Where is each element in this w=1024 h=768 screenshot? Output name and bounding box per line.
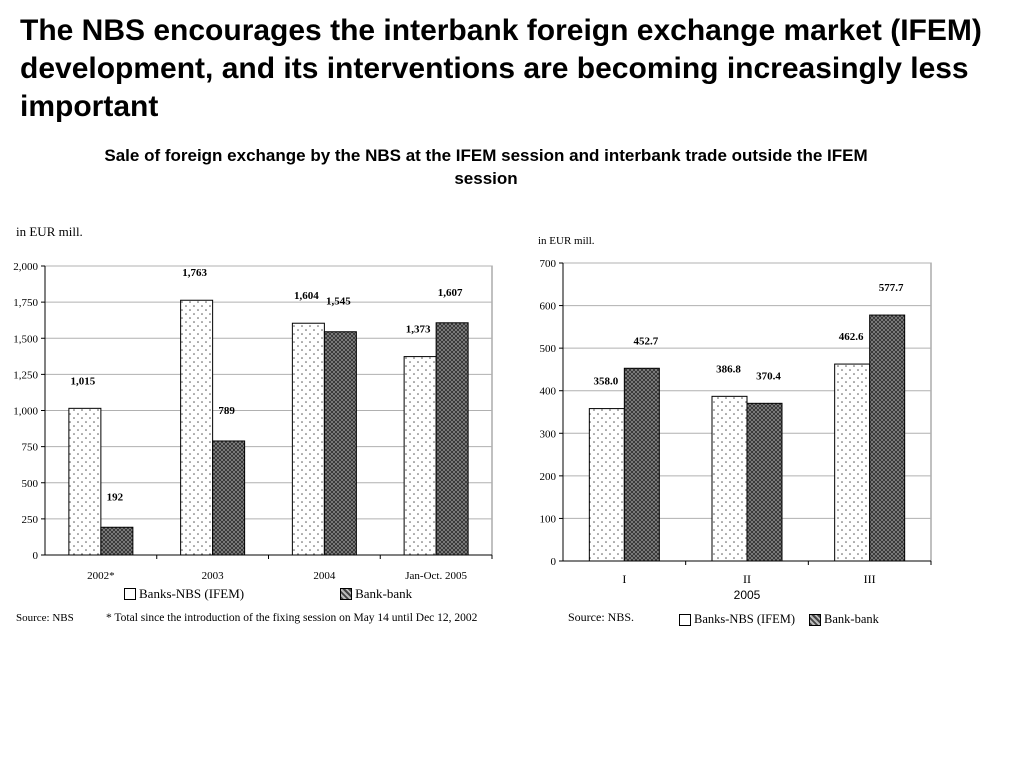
x-tick-label: Jan-Oct. 2005 xyxy=(405,570,467,582)
legend-item-bank-bank: Bank-bank xyxy=(809,612,879,627)
data-label: 1,015 xyxy=(71,375,96,387)
y-tick-label: 500 xyxy=(22,478,39,490)
data-label: 386.8 xyxy=(716,363,741,375)
legend-item-banks-nbs: Banks-NBS (IFEM) xyxy=(124,586,244,602)
bar-banks-nbs xyxy=(180,299,214,556)
bar-banks-nbs xyxy=(403,356,437,556)
data-label: 1,607 xyxy=(438,287,463,299)
y-tick-label: 750 xyxy=(22,442,39,454)
legend-label: Banks-NBS (IFEM) xyxy=(694,612,796,626)
left-chart-unit: in EUR mill. xyxy=(16,224,83,239)
y-tick-label: 2,000 xyxy=(13,261,38,273)
legend-item-banks-nbs: Banks-NBS (IFEM) xyxy=(679,612,795,627)
right-chart-legend: Banks-NBS (IFEM) Bank-bank xyxy=(679,612,879,627)
y-tick-label: 300 xyxy=(540,428,557,440)
legend-label: Bank-bank xyxy=(824,612,879,626)
y-tick-label: 600 xyxy=(540,301,557,313)
bar-bank-bank xyxy=(323,331,357,556)
slide-subtitle: Sale of foreign exchange by the NBS at t… xyxy=(104,146,868,188)
legend-swatch-dark xyxy=(809,613,822,626)
data-label: 462.6 xyxy=(839,331,864,343)
bar-banks-nbs xyxy=(711,395,748,562)
y-tick-label: 200 xyxy=(540,471,557,483)
y-tick-label: 0 xyxy=(33,550,39,562)
x-tick-label: II xyxy=(743,572,751,586)
bar-bank-bank xyxy=(623,367,660,562)
slide-title: The NBS encourages the interbank foreign… xyxy=(20,14,982,123)
right-source: Source: NBS. xyxy=(568,610,634,624)
legend-swatch-dotted xyxy=(124,588,136,600)
legend-item-bank-bank: Bank-bank xyxy=(340,586,412,602)
bar-banks-nbs xyxy=(588,408,625,562)
x-tick-label: III xyxy=(864,572,876,586)
y-tick-label: 250 xyxy=(22,514,39,526)
bar-banks-nbs xyxy=(834,363,871,562)
y-tick-label: 1,250 xyxy=(13,369,38,381)
left-chart: 0 250 500 750 1,000 1,250 1,500 1,750 2,000 2002*… xyxy=(13,261,493,582)
legend-label: Bank-bank xyxy=(355,586,413,601)
data-label: 192 xyxy=(107,491,124,503)
y-tick-label: 1,000 xyxy=(13,406,38,418)
x-tick-label: 2004 xyxy=(313,570,336,582)
data-label: 1,604 xyxy=(294,290,319,302)
data-label: 789 xyxy=(218,405,235,417)
y-tick-label: 700 xyxy=(540,258,557,270)
legend-label: Banks-NBS (IFEM) xyxy=(139,586,245,601)
right-chart: 0 100 200 300 400 500 600 700 I 358.0 452.7 II 386.8… xyxy=(540,258,932,602)
x-tick-label: 2002* xyxy=(87,570,115,582)
y-tick-label: 0 xyxy=(551,556,557,568)
x-tick-label: 2003 xyxy=(202,570,225,582)
left-footnote: * Total since the introduction of the fi… xyxy=(106,612,478,624)
x-axis-title: 2005 xyxy=(734,588,761,602)
y-tick-label: 500 xyxy=(540,343,557,355)
bar-bank-bank xyxy=(435,322,469,556)
bar-bank-bank xyxy=(746,402,783,562)
y-tick-label: 1,500 xyxy=(13,333,38,345)
data-label: 370.4 xyxy=(756,370,781,382)
y-tick-label: 1,750 xyxy=(13,297,38,309)
data-label: 358.0 xyxy=(593,376,618,388)
legend-swatch-dark xyxy=(340,588,353,600)
data-label: 1,545 xyxy=(326,296,351,308)
right-chart-unit: in EUR mill. xyxy=(538,235,595,247)
bar-banks-nbs xyxy=(68,407,102,556)
data-label: 1,373 xyxy=(406,324,431,336)
left-source: Source: NBS xyxy=(16,612,74,624)
bar-bank-bank xyxy=(212,440,246,556)
legend-swatch-dotted xyxy=(679,613,691,626)
y-tick-label: 100 xyxy=(540,513,557,525)
bar-bank-bank xyxy=(869,314,906,562)
data-label: 452.7 xyxy=(633,335,658,347)
data-label: 1,763 xyxy=(182,267,207,279)
x-tick-label: I xyxy=(622,572,626,586)
left-chart-legend: Banks-NBS (IFEM) Bank-bank xyxy=(124,586,412,602)
bar-bank-bank xyxy=(100,526,134,556)
y-tick-label: 400 xyxy=(540,386,557,398)
bar-banks-nbs xyxy=(291,322,325,556)
data-label: 577.7 xyxy=(879,282,904,294)
